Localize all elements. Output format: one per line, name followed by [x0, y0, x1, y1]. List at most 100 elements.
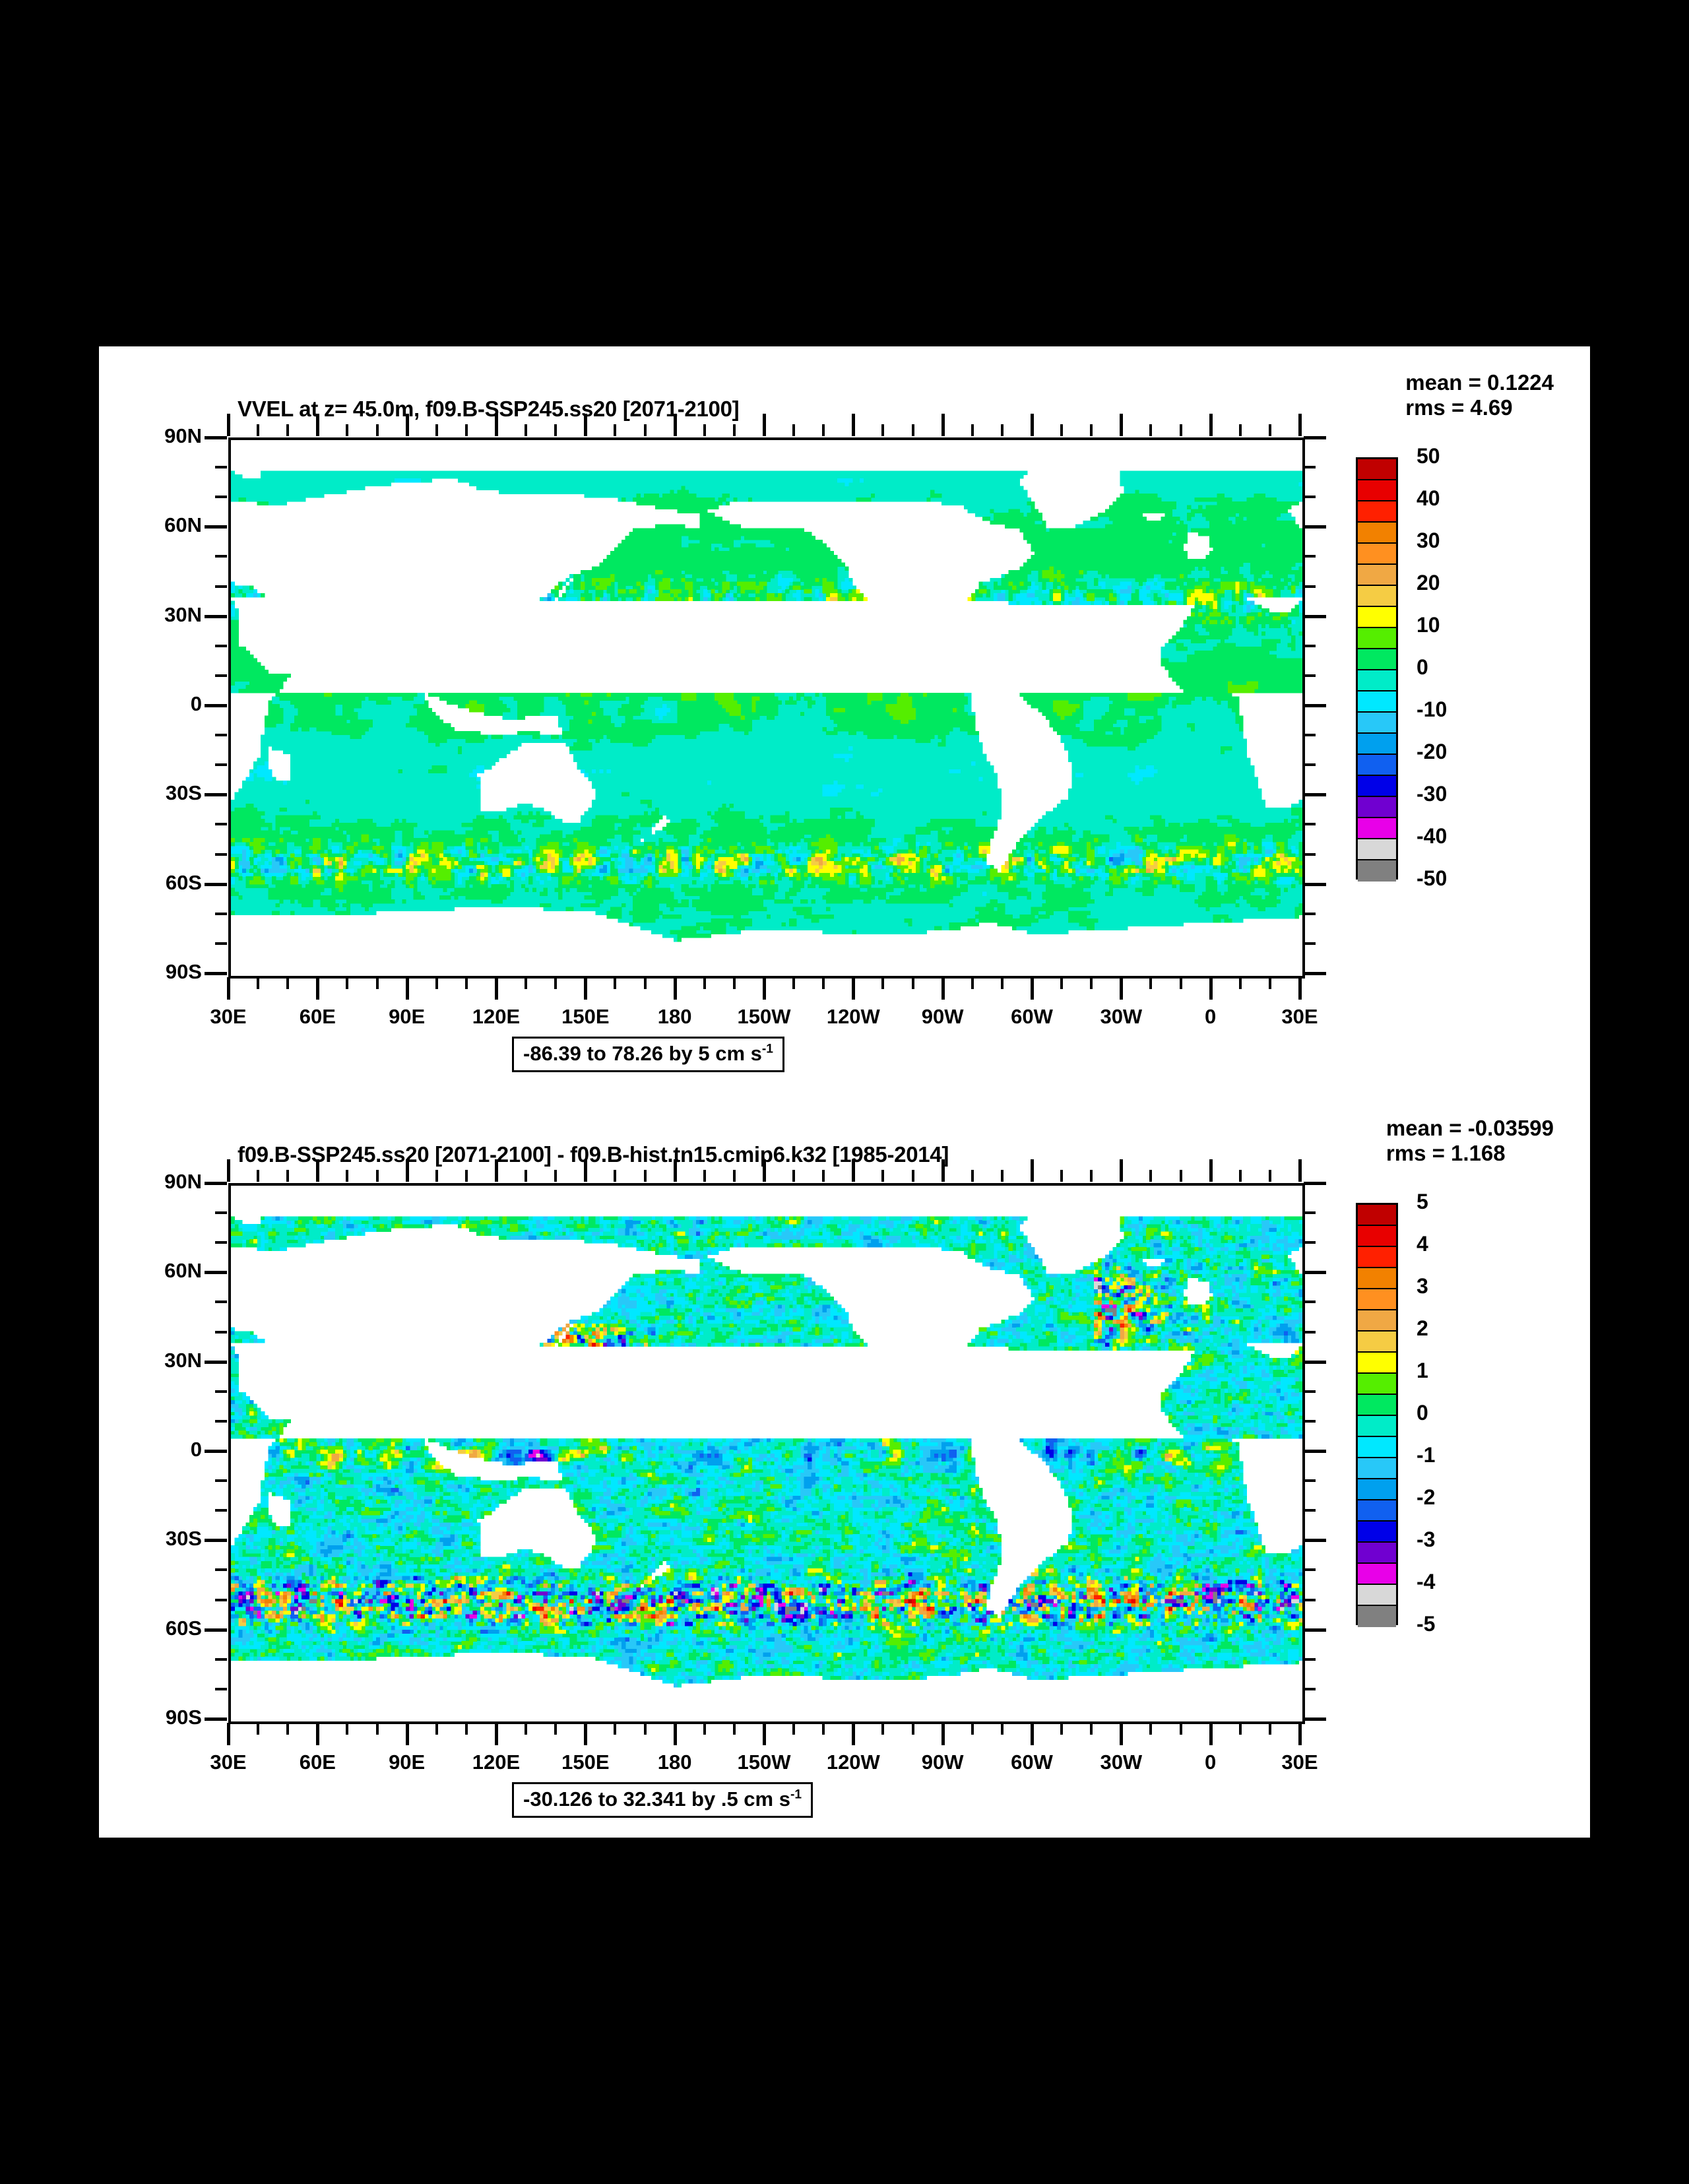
lat-tick [215, 1568, 227, 1572]
colorbar-band [1358, 628, 1396, 649]
lon-tick-bottom [1238, 977, 1242, 989]
lon-label: 0 [1205, 1005, 1217, 1028]
colorbar-label: -20 [1417, 740, 1448, 763]
lat-tick-right [1304, 1450, 1326, 1453]
lon-tick-bottom [316, 977, 320, 1000]
colorbar-band [1358, 1479, 1396, 1500]
lon-tick-bottom [971, 1723, 974, 1735]
colorbar-band [1358, 1564, 1396, 1585]
lat-tick [205, 1539, 227, 1543]
lon-tick-bottom [286, 977, 290, 989]
colorbar-band [1358, 1332, 1396, 1353]
lon-tick-bottom [822, 977, 825, 989]
lon-tick-bottom [375, 977, 379, 989]
lon-label: 90E [389, 1750, 426, 1774]
lat-tick-right [1304, 1568, 1316, 1572]
lon-label: 60W [1011, 1750, 1053, 1774]
lat-tick-right [1304, 882, 1326, 886]
lat-tick-right [1304, 466, 1316, 469]
lat-tick-right [1304, 585, 1316, 588]
lat-tick [215, 1330, 227, 1333]
lon-tick-top [881, 1170, 885, 1182]
lon-tick-top [643, 1170, 647, 1182]
colorbar-band [1358, 1374, 1396, 1395]
lon-tick-top [1031, 1159, 1034, 1182]
lon-tick-bottom [881, 977, 885, 989]
colorbar-label: 1 [1417, 1359, 1428, 1382]
lat-label: 30N [164, 602, 202, 626]
lat-tick [205, 1628, 227, 1632]
lon-tick-top [495, 1159, 498, 1182]
lat-tick [215, 1598, 227, 1601]
lon-tick-top [257, 1170, 260, 1182]
lon-tick-top [554, 424, 558, 436]
lon-tick-bottom [1298, 977, 1302, 1000]
panel-stats: mean = 0.1224 rms = 4.69 [1405, 370, 1554, 420]
lat-label: 60S [165, 870, 202, 894]
lon-tick-bottom [227, 1723, 230, 1745]
lat-tick-right [1304, 1271, 1326, 1275]
lat-tick [215, 555, 227, 558]
lat-label: 90S [165, 960, 202, 983]
colorbar-label: -50 [1417, 866, 1448, 890]
range-caption: -30.126 to 32.341 by .5 cm s-1 [512, 1782, 813, 1818]
lat-tick-right [1304, 912, 1316, 915]
colorbar-band [1358, 1310, 1396, 1332]
lat-tick [215, 674, 227, 677]
colorbar-label: 10 [1417, 613, 1440, 637]
lat-tick-right [1304, 1479, 1316, 1483]
lon-tick-bottom [464, 1723, 468, 1735]
colorbar-band [1358, 1458, 1396, 1479]
colorbar-band [1358, 755, 1396, 776]
lon-tick-bottom [941, 1723, 945, 1745]
figure-page: VVEL at z= 45.0m, f09.B-SSP245.ss20 [207… [99, 346, 1590, 1838]
lon-tick-top [554, 1170, 558, 1182]
lon-tick-top [1149, 1170, 1153, 1182]
lon-tick-top [227, 1159, 230, 1182]
lon-label: 30E [210, 1750, 247, 1774]
panel-title: VVEL at z= 45.0m, f09.B-SSP245.ss20 [207… [238, 397, 740, 421]
lat-tick-right [1304, 1330, 1316, 1333]
lat-tick-right [1304, 614, 1326, 618]
lon-tick-bottom [643, 977, 647, 989]
lon-tick-bottom [1031, 977, 1034, 1000]
lon-tick-bottom [852, 977, 856, 1000]
lat-tick [215, 1657, 227, 1661]
colorbar-label: 0 [1417, 1401, 1428, 1425]
colorbar [1356, 1203, 1398, 1627]
lon-tick-top [405, 414, 409, 436]
lon-tick-top [971, 424, 974, 436]
colorbar [1356, 457, 1398, 882]
colorbar-label: 20 [1417, 571, 1440, 594]
lat-tick-right [1304, 674, 1316, 677]
lat-tick-right [1304, 1598, 1316, 1601]
lon-tick-bottom [1000, 1723, 1004, 1735]
lat-label: 60S [165, 1616, 202, 1640]
lat-tick [205, 436, 227, 439]
lat-label: 30S [165, 781, 202, 805]
lon-label: 0 [1205, 1750, 1217, 1774]
colorbar-label: 4 [1417, 1232, 1428, 1256]
colorbar-band [1358, 1543, 1396, 1564]
lon-tick-bottom [1268, 1723, 1271, 1735]
lon-tick-top [286, 1170, 290, 1182]
colorbar-label: -40 [1417, 824, 1448, 848]
lon-tick-bottom [257, 977, 260, 989]
lon-label: 150W [737, 1750, 791, 1774]
range-caption-exponent: -1 [761, 1042, 773, 1056]
panel-stats: mean = -0.03599 rms = 1.168 [1386, 1116, 1554, 1166]
lon-tick-top [227, 414, 230, 436]
lon-label: 30E [1281, 1005, 1318, 1028]
lon-label: 90W [921, 1750, 964, 1774]
lon-tick-top [881, 424, 885, 436]
lat-label: 60N [164, 1259, 202, 1283]
lon-tick-top [375, 1170, 379, 1182]
lat-tick-right [1304, 1539, 1326, 1543]
lon-tick-top [525, 1170, 528, 1182]
mean-value: mean = -0.03599 [1386, 1116, 1554, 1140]
lon-tick-top [346, 424, 349, 436]
lon-tick-bottom [554, 977, 558, 989]
lat-tick-right [1304, 1509, 1316, 1512]
lat-label: 0 [190, 692, 202, 715]
colorbar-band [1358, 1247, 1396, 1268]
